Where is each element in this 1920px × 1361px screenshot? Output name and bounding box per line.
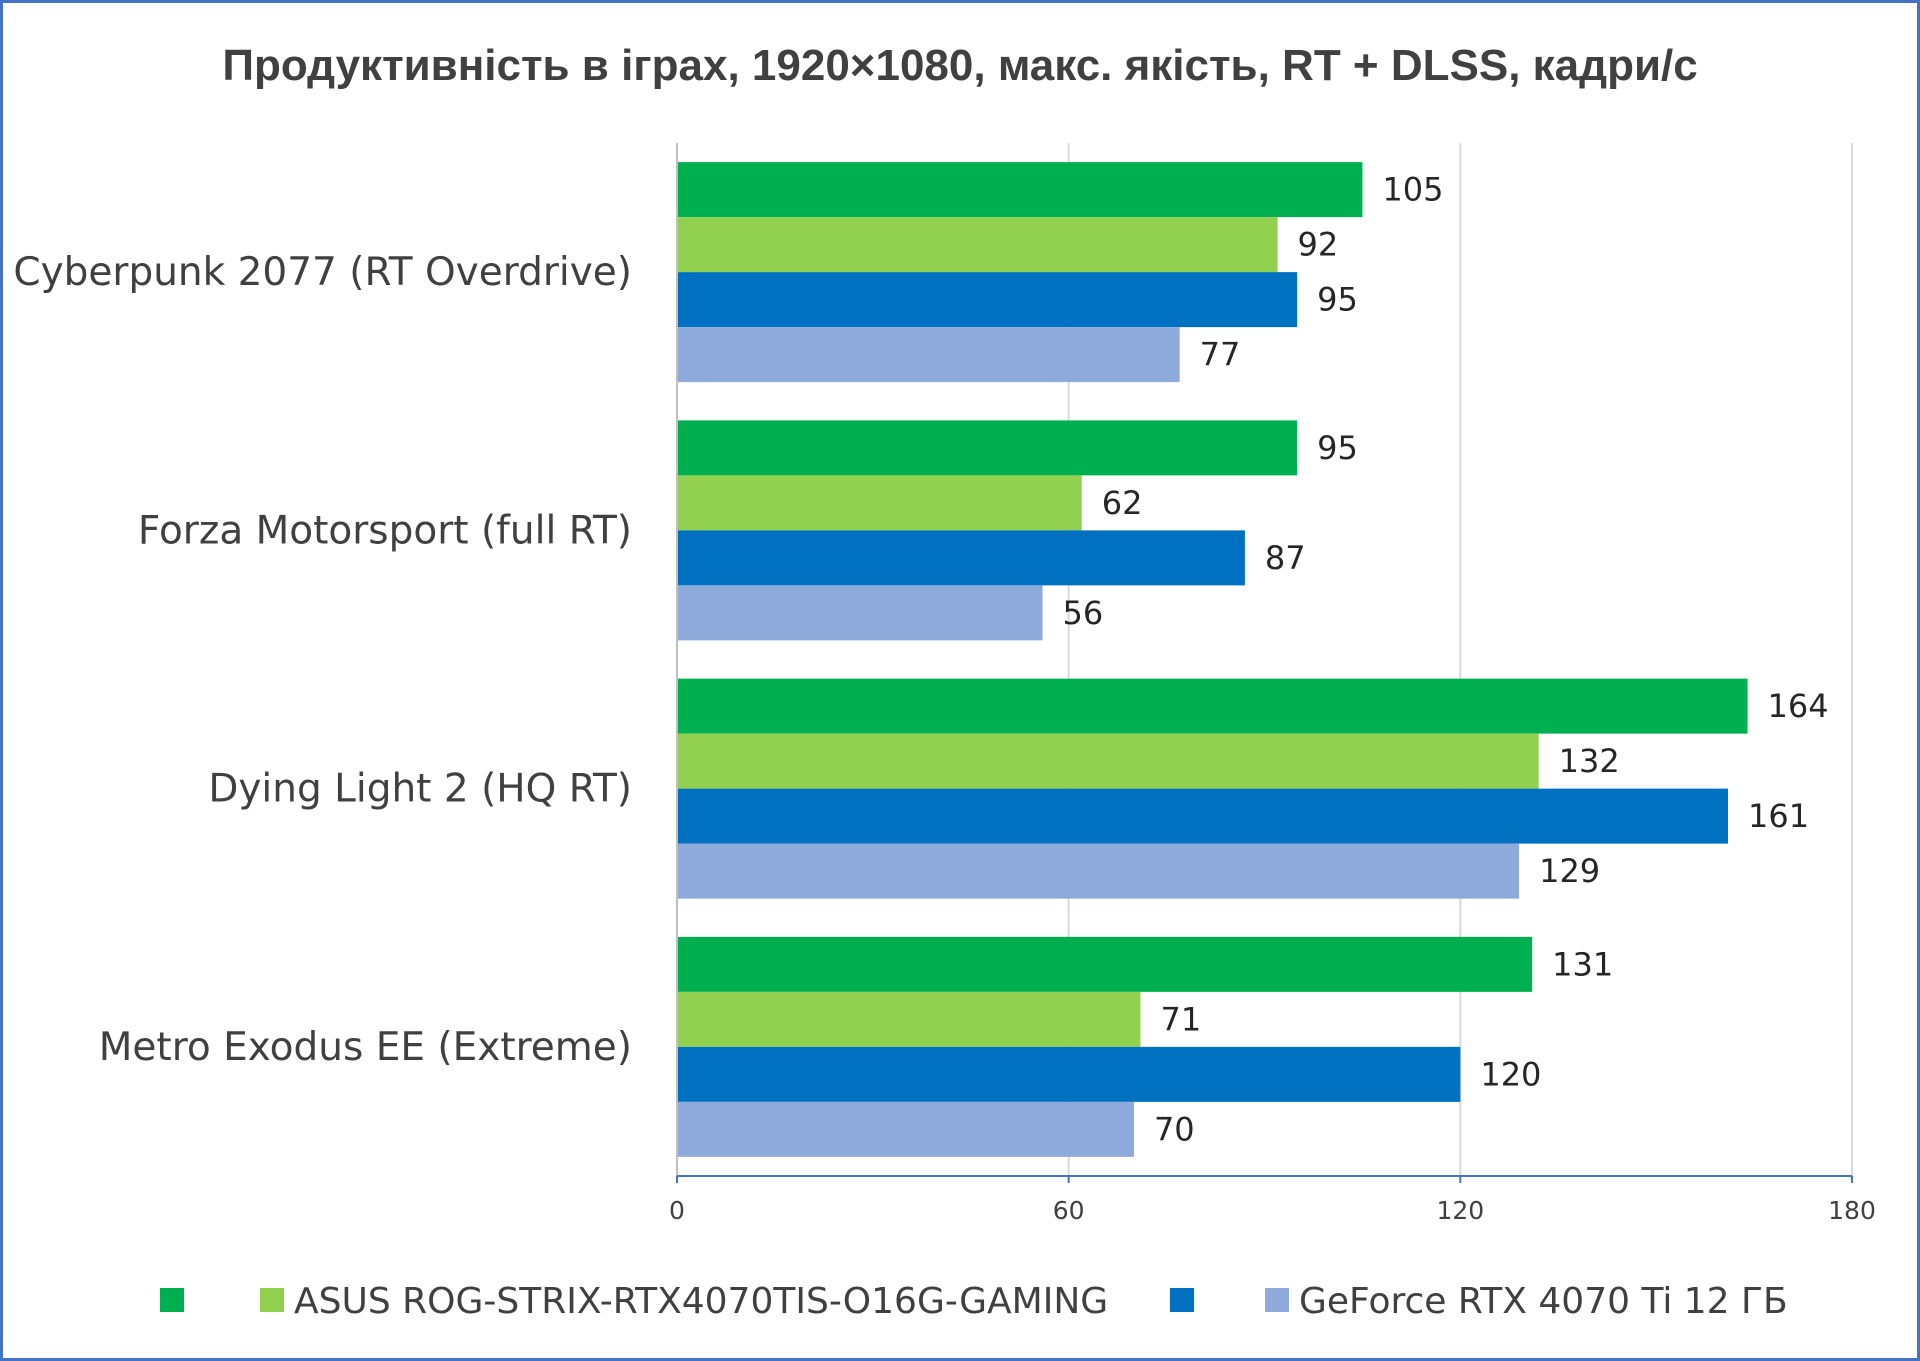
data-label: 71 xyxy=(1160,1000,1201,1038)
legend-swatch xyxy=(1265,1288,1289,1312)
x-tick-label: 180 xyxy=(1828,1196,1876,1225)
legend-swatch xyxy=(1170,1288,1194,1312)
bar-1-3 xyxy=(677,678,1748,734)
chart-title: Продуктивність в іграх, 1920×1080, макс.… xyxy=(222,41,1697,90)
data-label: 56 xyxy=(1063,594,1104,632)
data-label: 92 xyxy=(1298,226,1339,264)
bar-4-4 xyxy=(677,1101,1134,1157)
bar-3-3 xyxy=(677,788,1728,844)
data-label: 131 xyxy=(1552,945,1613,983)
bar-2-1 xyxy=(677,217,1278,273)
data-label: 129 xyxy=(1539,852,1600,890)
data-label: 132 xyxy=(1559,742,1620,780)
bar-4-1 xyxy=(677,327,1180,383)
category-label: Dying Light 2 (HQ RT) xyxy=(208,767,632,812)
bar-2-2 xyxy=(677,475,1082,531)
data-label: 105 xyxy=(1382,171,1443,209)
data-label: 161 xyxy=(1748,797,1809,835)
data-label: 77 xyxy=(1200,336,1241,374)
x-tick-label: 0 xyxy=(669,1196,685,1225)
category-label: Forza Motorsport (full RT) xyxy=(138,508,632,553)
category-label: Cyberpunk 2077 (RT Overdrive) xyxy=(13,250,632,295)
bar-3-1 xyxy=(677,272,1298,328)
bar-1-1 xyxy=(677,162,1363,218)
data-label: 62 xyxy=(1102,484,1143,522)
data-labels: 105 92 95 77 95 62 87 56 164 132 161 129 131 71 120 70 xyxy=(1063,171,1829,1149)
data-label: 70 xyxy=(1154,1110,1195,1148)
legend-label: ASUS ROG-STRIX-RTX4070TIS-O16G-GAMING xyxy=(294,1281,1108,1322)
legend-swatch xyxy=(260,1288,284,1312)
bar-3-4 xyxy=(677,1046,1461,1102)
data-label: 95 xyxy=(1317,429,1358,467)
data-label: 87 xyxy=(1265,539,1306,577)
bar-2-4 xyxy=(677,991,1141,1047)
bar-1-4 xyxy=(677,936,1533,992)
data-label: 164 xyxy=(1768,687,1829,725)
bar-3-2 xyxy=(677,530,1245,586)
bar-2-3 xyxy=(677,733,1539,789)
bar-4-3 xyxy=(677,843,1520,899)
legend-swatch xyxy=(160,1288,184,1312)
data-label: 120 xyxy=(1480,1055,1541,1093)
legend-label: GeForce RTX 4070 Ti 12 ГБ xyxy=(1299,1281,1788,1322)
x-tick-label: 120 xyxy=(1436,1196,1484,1225)
bar-1-2 xyxy=(677,420,1298,476)
legend: ASUS ROG-STRIX-RTX4070TIS-O16G-GAMING GeF… xyxy=(160,1281,1788,1322)
data-label: 95 xyxy=(1317,281,1358,319)
category-label: Metro Exodus EE (Extreme) xyxy=(99,1025,632,1070)
bar-4-2 xyxy=(677,585,1043,641)
x-tick-label: 60 xyxy=(1053,1196,1085,1225)
bars xyxy=(677,162,1748,1157)
axes: Cyberpunk 2077 (RT Overdrive) Forza Motor… xyxy=(13,143,1876,1225)
